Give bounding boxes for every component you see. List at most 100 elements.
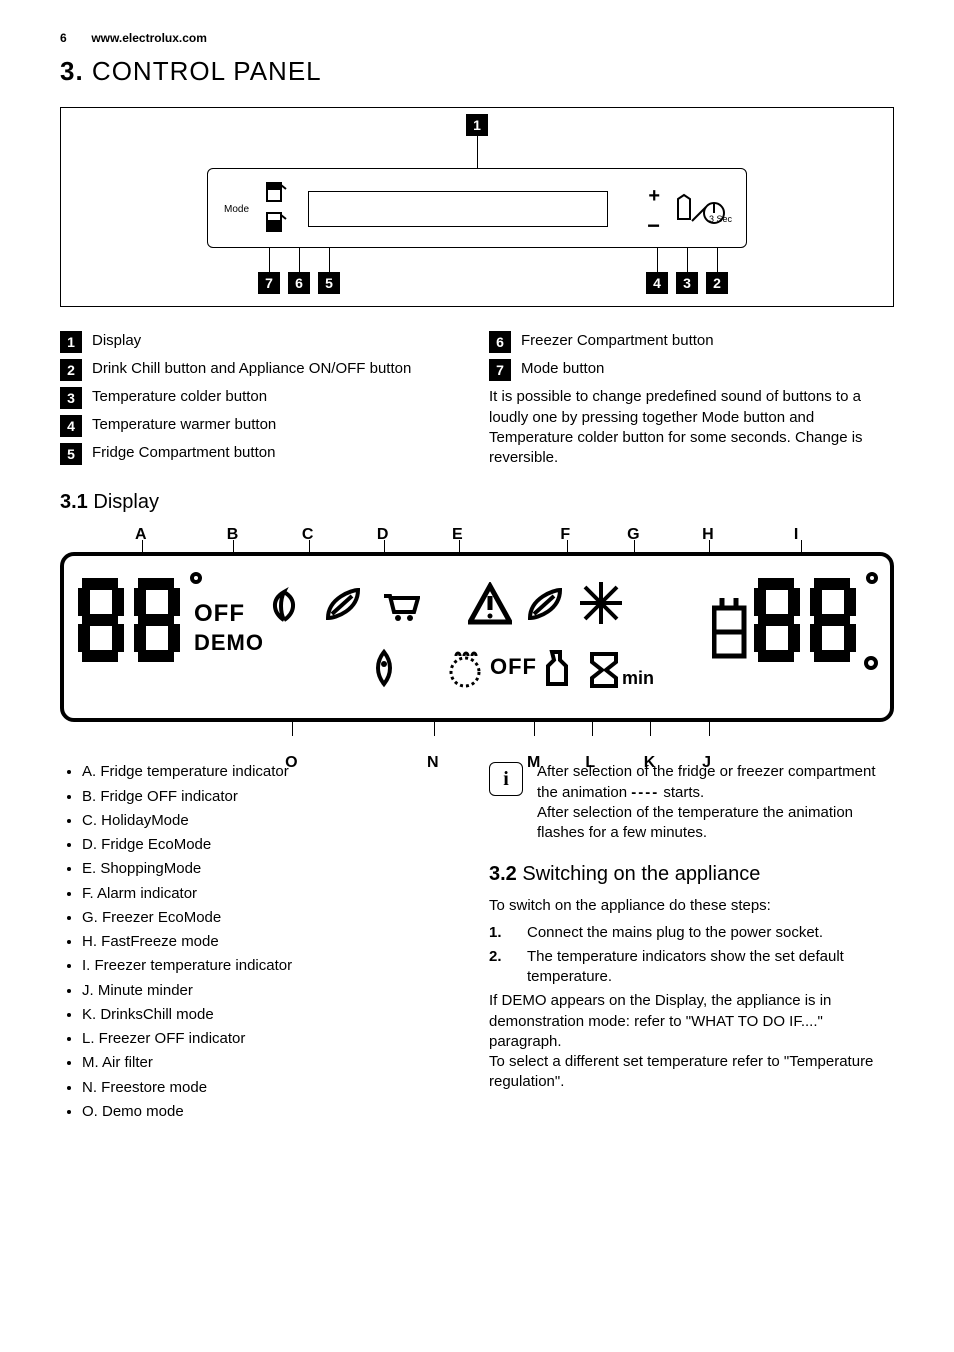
callout-line <box>687 248 688 272</box>
step-text: Connect the mains plug to the power sock… <box>527 923 823 943</box>
eco-leaf-icon-2 <box>524 584 564 624</box>
callout-4: 4 <box>646 272 668 294</box>
off-text: OFF <box>194 598 245 630</box>
legend-item: 6Freezer Compartment button <box>489 331 894 353</box>
list-item: B. Fridge OFF indicator <box>82 787 465 807</box>
page-header: 6 www.electrolux.com <box>60 30 894 46</box>
legend-item: 3 Temperature colder button <box>60 387 465 409</box>
lower-columns: A. Fridge temperature indicator B. Fridge… <box>60 762 894 1126</box>
letter-label: L <box>585 752 595 774</box>
list-item: F. Alarm indicator <box>82 884 465 904</box>
s32-after1: If DEMO appears on the Display, the appl… <box>489 991 894 1052</box>
callout-line <box>329 248 330 272</box>
minuteminder-icon <box>584 648 624 688</box>
header-url: www.electrolux.com <box>91 31 207 45</box>
callout-6: 6 <box>288 272 310 294</box>
info-icon: i <box>489 762 523 796</box>
degree-icon-3 <box>864 656 878 670</box>
list-item: O. Demo mode <box>82 1102 465 1122</box>
legend-num: 1 <box>60 331 82 353</box>
legend-text: Display <box>92 331 141 351</box>
info-dash: ---- <box>631 784 659 801</box>
letter-label: K <box>644 752 656 774</box>
callout-line <box>269 248 270 272</box>
panel-legend: 1 Display 2 Drink Chill button and Applian… <box>60 331 894 471</box>
callout-line <box>657 248 658 272</box>
sec-label: 3 Sec <box>709 213 732 225</box>
list-item: A. Fridge temperature indicator <box>82 762 465 782</box>
letter-label: M <box>527 752 540 774</box>
alarm-icon <box>468 582 512 626</box>
fastfreeze-icon <box>578 580 624 626</box>
list-item: D. Fridge EcoMode <box>82 835 465 855</box>
degree-icon <box>190 572 202 584</box>
step-number: 2. <box>489 947 513 988</box>
list-item: H. FastFreeze mode <box>82 932 465 952</box>
fridge-icon-top <box>264 181 288 205</box>
legend-text: Temperature colder button <box>92 387 267 407</box>
callout-1: 1 <box>466 114 488 136</box>
list-item: C. HolidayMode <box>82 811 465 831</box>
letter-label: J <box>702 752 711 774</box>
letter-label: E <box>452 524 463 546</box>
display-window <box>308 191 608 227</box>
demo-text: DEMO <box>194 628 264 658</box>
tick-line <box>709 722 710 736</box>
display-diagram-wrap: ABCDEFGHI OFF DEMO OFF <box>60 552 894 722</box>
off-text-2: OFF <box>490 652 537 682</box>
tick-line <box>534 722 535 736</box>
tick-line <box>292 722 293 736</box>
list-item: M. Air filter <box>82 1053 465 1073</box>
drinkschill-icon <box>544 648 580 688</box>
legend-paragraph: It is possible to change predefined soun… <box>489 387 894 468</box>
list-item: G. Freezer EcoMode <box>82 908 465 928</box>
list-item: I. Freezer temperature indicator <box>82 956 465 976</box>
step-item: 1.Connect the mains plug to the power so… <box>489 923 894 943</box>
subsection-number: 3.1 <box>60 491 88 513</box>
info-p2: After selection of the temperature the a… <box>537 803 894 844</box>
section-title-text: CONTROL PANEL <box>92 56 322 86</box>
legend-num: 3 <box>60 387 82 409</box>
min-text: min <box>622 666 654 690</box>
holiday-icon <box>264 584 304 624</box>
subsection-number: 3.2 <box>489 863 517 885</box>
letter-label: N <box>427 752 439 774</box>
list-item: L. Freezer OFF indicator <box>82 1029 465 1049</box>
section-number: 3. <box>60 56 84 86</box>
letter-label: F <box>560 524 570 546</box>
control-strip: Mode + − 3 Sec <box>207 168 747 248</box>
list-item: E. ShoppingMode <box>82 859 465 879</box>
subsection-title: Display <box>93 491 159 513</box>
legend-item: 2 Drink Chill button and Appliance ON/OFF… <box>60 359 465 381</box>
freestore-icon <box>364 648 404 688</box>
control-panel-diagram: 1 Mode + − 3 Sec 7 6 5 4 3 2 <box>60 107 894 307</box>
legend-num: 2 <box>60 359 82 381</box>
legend-item: 4Temperature warmer button <box>60 415 465 437</box>
legend-item: 5 Fridge Compartment button <box>60 443 465 465</box>
airfilter-icon <box>444 648 486 690</box>
step-item: 2. The temperature indicators show the se… <box>489 947 894 988</box>
legend-num: 4 <box>60 415 82 437</box>
callout-line <box>717 248 718 272</box>
info-text: After selection of the fridge or freezer… <box>537 762 894 843</box>
s32-after2: To select a different set temperature re… <box>489 1052 894 1093</box>
legend-text: Drink Chill button and Appliance ON/OFF … <box>92 359 411 379</box>
degree-icon-2 <box>866 572 878 584</box>
letter-label: I <box>794 524 798 546</box>
step-text: The temperature indicators show the set … <box>527 947 894 988</box>
subsection-title: Switching on the appliance <box>522 863 760 885</box>
legend-text: Fridge Compartment button <box>92 443 275 463</box>
display-items-list: A. Fridge temperature indicator B. Fridge… <box>60 762 465 1122</box>
minus-icon: − <box>647 211 660 241</box>
shopping-icon <box>380 584 420 624</box>
page-number: 6 <box>60 30 88 46</box>
eco-leaf-icon <box>322 584 362 624</box>
seg7-fridge <box>76 574 186 664</box>
list-item: N. Freestore mode <box>82 1078 465 1098</box>
legend-num: 5 <box>60 443 82 465</box>
tick-line <box>434 722 435 736</box>
legend-num: 6 <box>489 331 511 353</box>
callout-line <box>477 136 478 168</box>
s32-intro: To switch on the appliance do these step… <box>489 896 894 916</box>
callout-7: 7 <box>258 272 280 294</box>
